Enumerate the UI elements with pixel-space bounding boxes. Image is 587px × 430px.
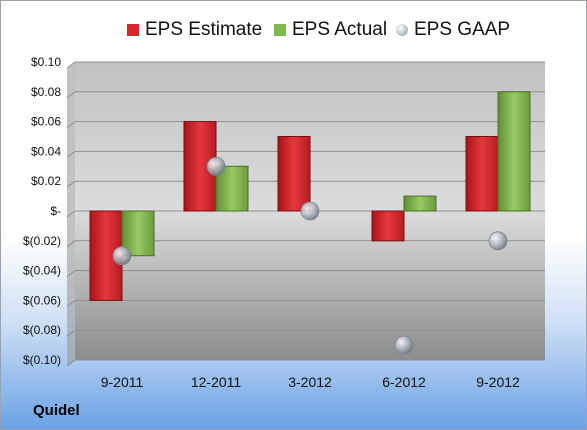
point-eps-gaap	[394, 335, 414, 355]
y-tick-label: $0.06	[31, 115, 61, 129]
x-tick-label: 6-2012	[382, 374, 426, 390]
y-tick-label: $-	[50, 204, 61, 218]
legend-swatch-eps-actual	[274, 24, 286, 36]
legend-swatch-eps-gaap	[396, 24, 408, 36]
x-tick-label: 12-2011	[191, 374, 242, 390]
gridline-depth	[66, 299, 76, 307]
x-tick-label: 9-2012	[476, 374, 520, 390]
point-eps-gaap	[206, 156, 226, 176]
bar-eps-actual	[403, 195, 437, 212]
y-tick-label: $0.02	[31, 174, 61, 188]
gridline-depth	[66, 180, 76, 188]
y-tick-label: $0.08	[31, 85, 61, 99]
point-eps-gaap	[488, 231, 508, 251]
x-tick-label: 9-2011	[101, 374, 144, 390]
gridline-depth	[66, 150, 76, 158]
bar-eps-estimate	[277, 136, 311, 212]
y-tick-label: $(0.10)	[23, 353, 61, 367]
x-tick-label: 3-2012	[288, 374, 332, 390]
y-tick-label: $0.04	[31, 144, 61, 158]
gridline-depth	[66, 61, 76, 69]
legend-item-eps-estimate: EPS Estimate	[127, 17, 262, 43]
y-tick-label: $0.10	[31, 55, 61, 69]
legend: EPS Estimate EPS Actual EPS GAAP	[1, 17, 587, 43]
bar-eps-estimate	[465, 136, 499, 212]
point-eps-gaap	[300, 201, 320, 221]
legend-item-eps-gaap: EPS GAAP	[396, 17, 510, 43]
gridline-depth	[66, 91, 76, 99]
y-tick-label: $(0.04)	[23, 264, 61, 278]
gridline-depth	[66, 210, 76, 218]
legend-swatch-eps-estimate	[127, 24, 139, 36]
gridline-depth	[66, 270, 76, 278]
gridline-depth	[66, 359, 76, 367]
y-tick-label: $(0.02)	[23, 234, 61, 248]
legend-label-eps-actual: EPS Actual	[292, 19, 388, 40]
legend-label-eps-gaap: EPS GAAP	[414, 19, 511, 40]
legend-item-eps-actual: EPS Actual	[274, 17, 387, 43]
y-tick-label: $(0.08)	[23, 323, 61, 337]
gridline-depth	[66, 121, 76, 128]
bar-eps-estimate	[371, 210, 405, 242]
gridline-depth	[66, 329, 76, 337]
company-name: Quidel	[33, 402, 80, 419]
gridline-depth	[66, 240, 76, 248]
legend-label-eps-estimate: EPS Estimate	[145, 19, 263, 40]
y-tick-label: $(0.06)	[23, 293, 61, 307]
point-eps-gaap	[112, 246, 132, 266]
bar-eps-actual	[497, 91, 531, 212]
